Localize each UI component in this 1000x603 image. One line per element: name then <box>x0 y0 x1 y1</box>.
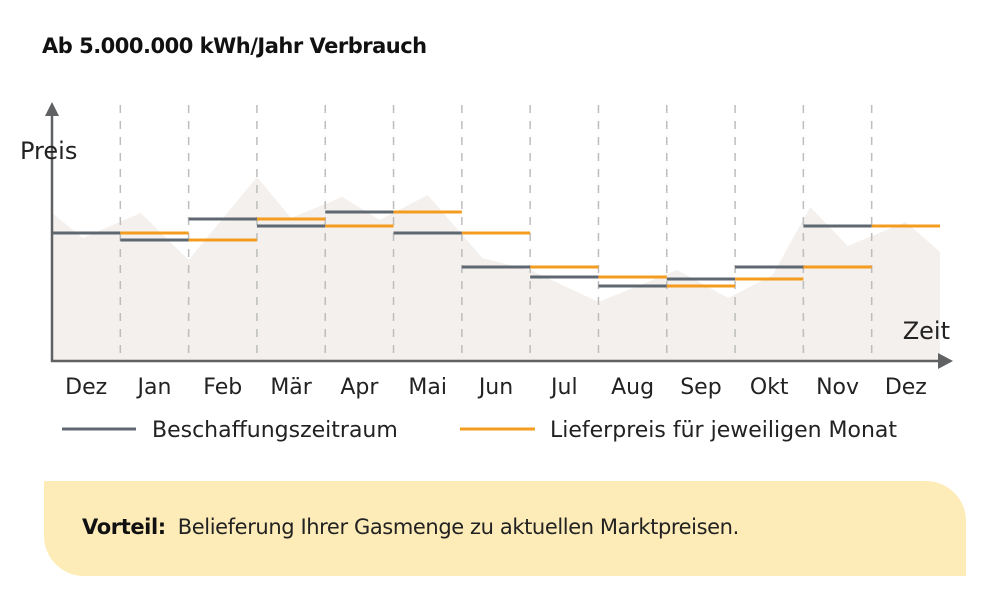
x-tick-label: Aug <box>611 375 654 400</box>
x-tick-label: Dez <box>885 375 927 400</box>
y-axis-label: Preis <box>20 137 77 165</box>
x-tick-label: Apr <box>340 375 379 400</box>
callout-text-row: Vorteil: Belieferung Ihrer Gasmenge zu ak… <box>82 515 739 539</box>
x-tick-label: Sep <box>680 375 721 400</box>
x-tick-label: Okt <box>750 375 789 400</box>
x-tick-label: Mär <box>270 375 312 400</box>
x-axis-label: Zeit <box>903 317 950 345</box>
legend-label-lieferpreis: Lieferpreis für jeweiligen Monat <box>550 418 897 443</box>
chart-title: Ab 5.000.000 kWh/Jahr Verbrauch <box>42 34 427 58</box>
x-tick-label: Jul <box>549 375 578 400</box>
x-axis-arrow-icon <box>938 353 953 369</box>
x-tick-label: Feb <box>203 375 242 400</box>
callout-label: Vorteil: <box>82 515 166 539</box>
advantage-callout: Vorteil: Belieferung Ihrer Gasmenge zu ak… <box>44 481 966 576</box>
x-tick-label: Jan <box>136 375 172 400</box>
x-tick-label: Mai <box>408 375 447 400</box>
x-tick-label: Dez <box>65 375 107 400</box>
callout-text: Belieferung Ihrer Gasmenge zu aktuellen … <box>177 515 739 539</box>
x-tick-label: Jun <box>477 375 513 400</box>
x-tick-label: Nov <box>816 375 859 400</box>
y-axis-arrow-icon <box>45 102 59 116</box>
legend-label-beschaffung: Beschaffungszeitraum <box>152 418 398 443</box>
